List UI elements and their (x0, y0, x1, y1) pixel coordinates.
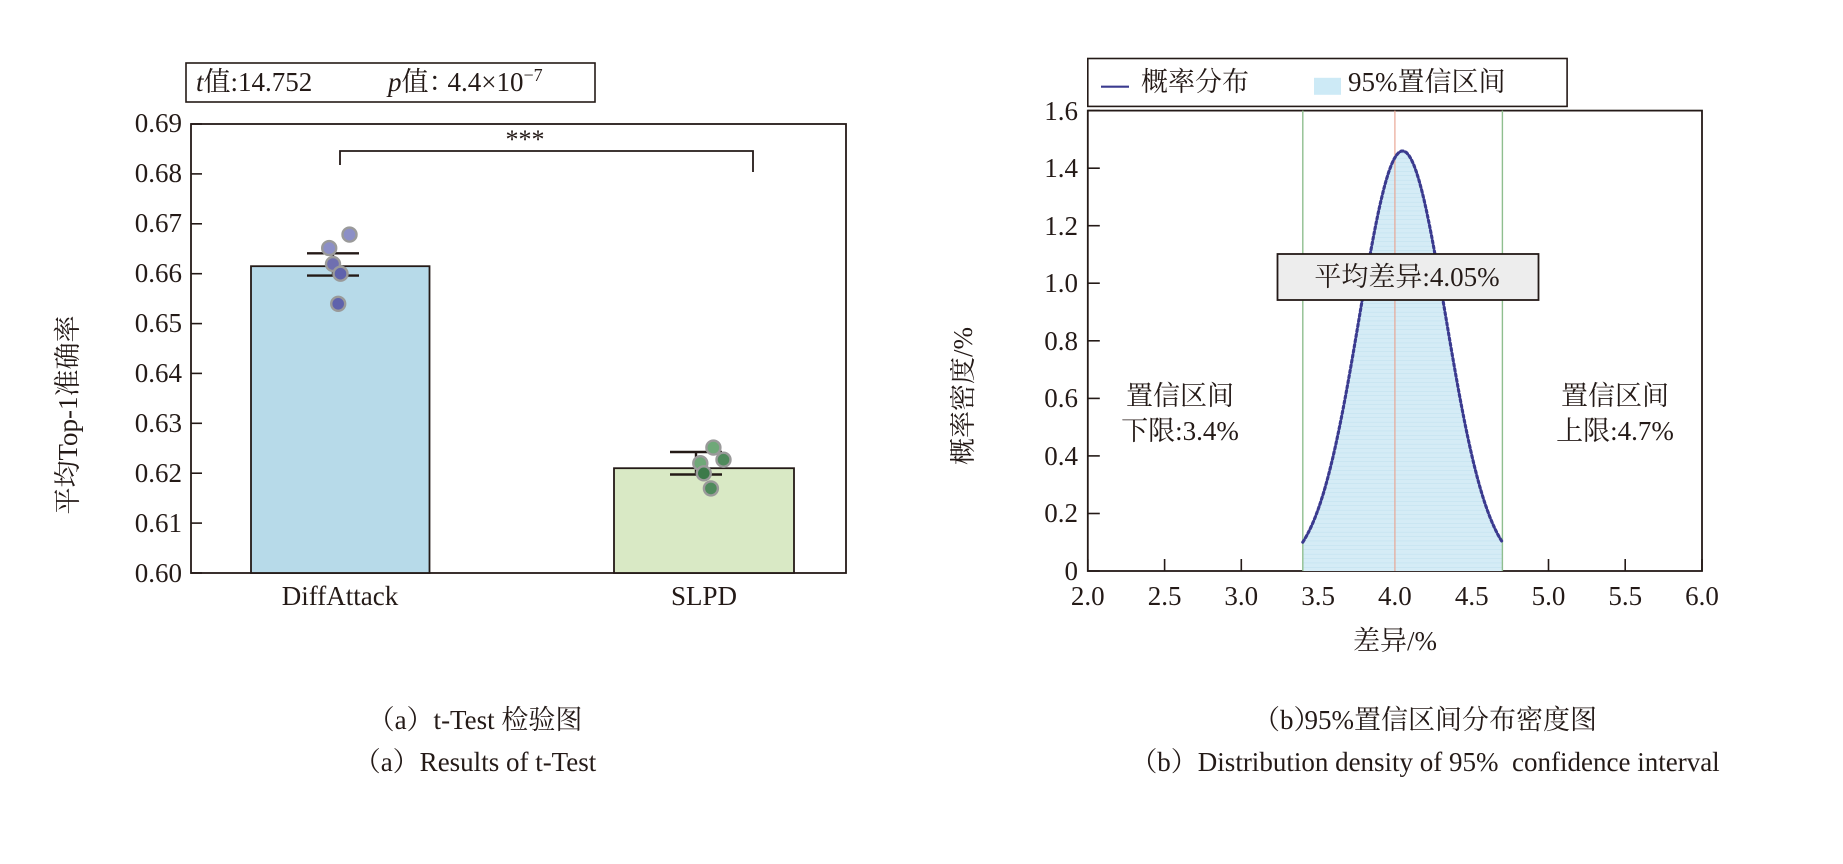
svg-text:置信区间: 置信区间 (1126, 381, 1234, 411)
svg-text:1.6: 1.6 (1044, 96, 1078, 126)
svg-text:0.64: 0.64 (135, 358, 183, 388)
svg-text:2.0: 2.0 (1071, 581, 1105, 611)
svg-text:0.6: 0.6 (1044, 383, 1078, 413)
svg-text:0.8: 0.8 (1044, 326, 1078, 356)
svg-text:概率密度/%: 概率密度/% (950, 327, 978, 465)
svg-text:0.4: 0.4 (1044, 441, 1078, 471)
svg-text:5.0: 5.0 (1532, 581, 1566, 611)
svg-text:概率分布: 概率分布 (1141, 67, 1249, 97)
svg-text:0.60: 0.60 (135, 558, 182, 588)
svg-text:***: *** (506, 125, 545, 154)
svg-text:95%置信区间: 95%置信区间 (1348, 67, 1506, 97)
svg-text:置信区间: 置信区间 (1561, 381, 1669, 411)
svg-text:1.2: 1.2 (1044, 211, 1078, 241)
svg-text:5.5: 5.5 (1608, 581, 1642, 611)
svg-text:上限:4.7%: 上限:4.7% (1556, 416, 1674, 446)
svg-text:平均Top-1准确率: 平均Top-1准确率 (53, 315, 83, 514)
svg-text:2.5: 2.5 (1148, 581, 1182, 611)
svg-text:0.63: 0.63 (135, 408, 182, 438)
svg-text:0.68: 0.68 (135, 158, 182, 188)
svg-text:3.0: 3.0 (1224, 581, 1258, 611)
svg-text:DiffAttack: DiffAttack (282, 581, 399, 611)
svg-text:1.0: 1.0 (1044, 268, 1078, 298)
svg-text:6.0: 6.0 (1685, 581, 1719, 611)
svg-text:3.5: 3.5 (1301, 581, 1335, 611)
svg-text:4.0: 4.0 (1378, 581, 1412, 611)
svg-text:0.62: 0.62 (135, 458, 182, 488)
svg-text:差异/%: 差异/% (1353, 626, 1437, 656)
svg-text:下限:3.4%: 下限:3.4% (1121, 416, 1239, 446)
svg-text:0.66: 0.66 (135, 258, 182, 288)
svg-text:p值：4.4×10−7: p值：4.4×10−7 (386, 65, 543, 97)
svg-text:0.61: 0.61 (135, 508, 182, 538)
svg-text:1.4: 1.4 (1044, 153, 1078, 183)
svg-text:0.65: 0.65 (135, 308, 182, 338)
svg-text:0.2: 0.2 (1044, 498, 1078, 528)
svg-text:平均差异:4.05%: 平均差异:4.05% (1314, 262, 1499, 292)
svg-text:0.67: 0.67 (135, 208, 182, 238)
svg-text:t值:14.752: t值:14.752 (196, 67, 312, 97)
svg-text:0.69: 0.69 (135, 108, 182, 138)
svg-text:SLPD: SLPD (671, 581, 737, 611)
svg-text:4.5: 4.5 (1455, 581, 1489, 611)
